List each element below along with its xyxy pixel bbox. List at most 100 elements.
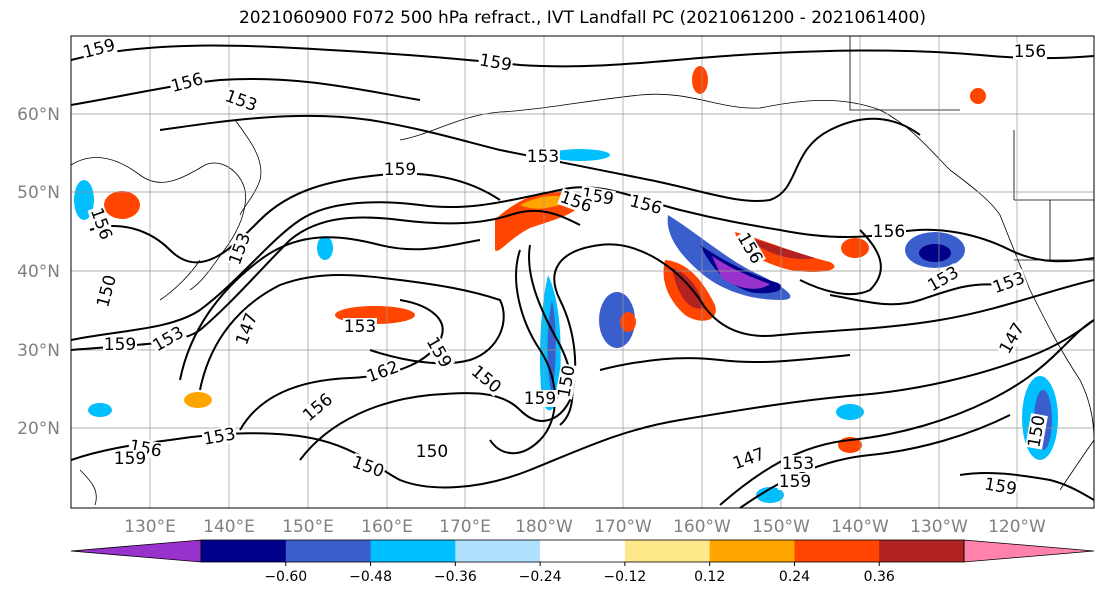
colorbar-tick-label: −0.12 <box>603 569 646 585</box>
lon-label: 150°E <box>282 517 334 537</box>
contour-label: 159 <box>779 472 811 492</box>
contour-label-background <box>523 390 557 407</box>
lat-label: 60°N <box>17 105 60 125</box>
colorbar-tick-label: −0.24 <box>519 569 562 585</box>
negative-anomaly-blob <box>74 180 94 220</box>
lat-label: 30°N <box>17 341 60 361</box>
colorbar <box>70 539 1095 563</box>
negative-anomaly-peak <box>712 256 770 289</box>
colorbar-tick-label: 0.24 <box>779 569 810 585</box>
lon-label: 120°W <box>988 517 1046 537</box>
contour-label-background <box>149 323 188 355</box>
contour-line <box>179 236 481 381</box>
lat-label: 20°N <box>17 419 60 439</box>
positive-anomaly-blob <box>620 312 636 332</box>
lon-label: 160°E <box>361 517 413 537</box>
contour-line <box>89 172 501 264</box>
contour-line <box>489 249 556 455</box>
map-title: 2021060900 F072 500 hPa refract., IVT La… <box>238 8 926 28</box>
contour-label-background <box>467 361 505 397</box>
contour-label: 159 <box>104 335 136 355</box>
contour-label-background <box>113 450 147 467</box>
lon-label: 160°W <box>673 517 731 537</box>
contour-label-background <box>423 333 455 372</box>
contour-label-background <box>94 272 120 310</box>
colorbar-extend-max <box>963 539 1095 563</box>
colorbar-tick-label: 0.12 <box>694 569 725 585</box>
contour-label-background <box>982 475 1019 498</box>
map-frame <box>70 35 1095 509</box>
lon-label: 140°E <box>203 517 255 537</box>
contour-label: 156 <box>1014 42 1046 62</box>
contour-line <box>829 283 1001 306</box>
colorbar-segment <box>879 540 965 562</box>
contour-label-background <box>232 309 261 348</box>
contour-label-background <box>222 86 261 115</box>
contour-label-background <box>103 336 137 353</box>
contour-label: 153 <box>527 147 559 167</box>
positive-anomaly-blob <box>520 195 572 209</box>
positive-anomaly-blob <box>841 238 869 258</box>
contour-label: 153 <box>782 454 814 474</box>
positive-anomaly-blob <box>692 66 708 94</box>
contour-line <box>599 354 851 371</box>
coastline-alaska <box>399 93 1001 216</box>
contour-line <box>959 471 1094 501</box>
colorbar-segment <box>370 540 456 562</box>
coastline-philippines <box>79 469 97 506</box>
colorbar-tick-label: −0.48 <box>349 569 392 585</box>
positive-anomaly-blob <box>104 191 140 219</box>
contour-label-background <box>557 187 596 216</box>
contour-line <box>159 114 921 202</box>
positive-anomaly-blob <box>184 392 212 408</box>
negative-anomaly-blob <box>919 244 951 262</box>
colorbar-segment <box>540 540 626 562</box>
contour-label-background <box>415 443 449 460</box>
lon-label: 150°W <box>752 517 810 537</box>
contour-label-background <box>87 204 116 243</box>
contour-line <box>199 274 505 391</box>
contour-line <box>71 78 421 106</box>
contour-label-background <box>225 229 254 268</box>
contour-label: 150 <box>416 442 448 462</box>
contour-label-background <box>383 161 417 178</box>
negative-anomaly-blob <box>550 149 610 161</box>
contour-label-background <box>781 455 815 472</box>
contour-label: 159 <box>114 449 146 469</box>
contour-label-background <box>734 229 766 268</box>
contour-label: 159 <box>524 389 556 409</box>
lat-label: 50°N <box>17 183 60 203</box>
lon-label: 170°W <box>594 517 652 537</box>
colorbar-tick-label: 0.36 <box>864 569 895 585</box>
contour-label-background <box>299 389 337 425</box>
contour-label: 159 <box>384 160 416 180</box>
lon-label: 130°E <box>124 517 176 537</box>
contour-label-background <box>924 263 963 295</box>
contour-label-background <box>343 318 377 335</box>
contour-label-background <box>778 473 812 490</box>
coastline-north-america <box>999 214 1094 441</box>
longitude-labels: 130°E 140°E 150°E 160°E 170°E 180°W 170°… <box>124 517 1046 537</box>
contour-label-background <box>363 357 402 386</box>
contour-label: 153 <box>344 317 376 337</box>
positive-anomaly-blob <box>672 268 705 309</box>
negative-anomaly-blob <box>317 236 333 260</box>
contour-line <box>528 244 574 426</box>
lon-label: 130°W <box>910 517 968 537</box>
contour-label-background <box>627 192 665 218</box>
contour-label-background <box>1013 43 1047 60</box>
lon-label: 180°W <box>515 517 573 537</box>
contour-label-background <box>872 223 906 240</box>
colorbar-tick-label: −0.36 <box>434 569 477 585</box>
colorbar-segment <box>455 540 541 562</box>
contour-label-background <box>996 319 1028 358</box>
negative-anomaly-blob <box>836 404 864 420</box>
negative-anomaly-blob <box>599 292 635 348</box>
lat-label: 40°N <box>17 262 60 282</box>
contour-label-background <box>1025 413 1048 450</box>
colorbar-segment <box>201 540 287 562</box>
contour-line <box>71 44 1094 68</box>
colorbar-segment <box>794 540 880 562</box>
